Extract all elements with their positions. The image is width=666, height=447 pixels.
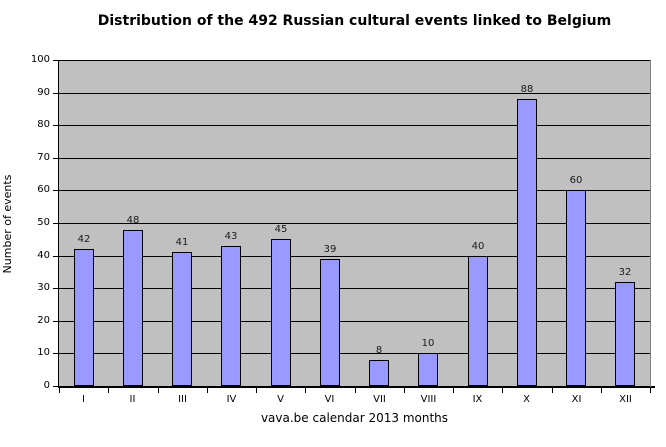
x-tick-mark: [207, 388, 208, 393]
y-tick-label: 20: [37, 315, 50, 326]
bar-II: [123, 230, 143, 386]
y-tick-mark: [53, 125, 58, 126]
x-tick-mark: [404, 388, 405, 393]
plot-area: 42 48 41 43 45 39 8 10 40 88 60 32: [59, 60, 650, 386]
y-tick-label: 100: [30, 54, 50, 65]
bar-value-label: 40: [471, 241, 485, 252]
y-tick-label: 50: [37, 217, 50, 228]
y-tick-label: 90: [37, 87, 50, 98]
bar-X: [517, 99, 537, 386]
bar-value-label: 45: [274, 224, 288, 235]
x-tick-mark: [650, 388, 651, 393]
x-tick-mark: [158, 388, 159, 393]
x-tick-label: XI: [571, 394, 582, 405]
x-tick-label: I: [82, 394, 85, 405]
bar-value-label: 48: [126, 215, 140, 226]
bar-I: [74, 249, 94, 386]
y-tick-mark: [53, 60, 58, 61]
y-tick-label: 70: [37, 152, 50, 163]
x-tick-mark: [305, 388, 306, 393]
x-tick-label: IX: [472, 394, 483, 405]
y-tick-label: 30: [37, 282, 50, 293]
gridline: [59, 288, 650, 289]
y-axis-line: [58, 60, 59, 388]
y-tick-mark: [53, 158, 58, 159]
x-tick-mark: [355, 388, 356, 393]
y-tick-mark: [53, 256, 58, 257]
x-tick-mark: [601, 388, 602, 393]
x-axis-title: vava.be calendar 2013 months: [260, 411, 449, 425]
y-tick-label: 10: [37, 347, 50, 358]
bar-value-label: 43: [224, 231, 238, 242]
bar-IX: [468, 256, 488, 386]
bar-VII: [369, 360, 389, 386]
bar-XII: [615, 282, 635, 386]
plot-right-border: [650, 60, 651, 387]
bar-value-label: 39: [323, 244, 337, 255]
gridline: [59, 125, 650, 126]
gridline: [59, 321, 650, 322]
y-tick-mark: [53, 190, 58, 191]
x-tick-mark: [256, 388, 257, 393]
bar-IV: [221, 246, 241, 386]
x-tick-label: III: [178, 394, 187, 405]
x-tick-label: XII: [619, 394, 632, 405]
gridline: [59, 60, 650, 61]
bar-value-label: 60: [569, 175, 583, 186]
x-tick-label: II: [129, 394, 136, 405]
bar-XI: [566, 190, 586, 386]
x-axis-line: [58, 386, 655, 388]
bar-value-label: 41: [175, 237, 189, 248]
chart-title: Distribution of the 492 Russian cultural…: [97, 13, 612, 29]
x-tick-label: V: [277, 394, 284, 405]
x-tick-label: VII: [373, 394, 386, 405]
bar-value-label: 8: [375, 345, 383, 356]
x-tick-mark: [59, 388, 60, 393]
y-tick-label: 40: [37, 250, 50, 261]
gridline: [59, 190, 650, 191]
y-tick-mark: [53, 223, 58, 224]
y-tick-label: 80: [37, 119, 50, 130]
x-tick-label: X: [523, 394, 530, 405]
y-tick-mark: [53, 321, 58, 322]
x-tick-label: IV: [226, 394, 237, 405]
x-tick-label: VIII: [420, 394, 437, 405]
bar-value-label: 10: [421, 338, 435, 349]
x-tick-label: VI: [324, 394, 335, 405]
bar-III: [172, 252, 192, 386]
y-tick-label: 0: [43, 380, 50, 391]
x-tick-mark: [552, 388, 553, 393]
y-tick-mark: [53, 288, 58, 289]
gridline: [59, 256, 650, 257]
bar-value-label: 42: [77, 234, 91, 245]
x-tick-mark: [502, 388, 503, 393]
bar-VI: [320, 259, 340, 386]
y-tick-mark: [53, 353, 58, 354]
bar-V: [271, 239, 291, 386]
gridline: [59, 158, 650, 159]
bar-value-label: 88: [520, 84, 534, 95]
bar-VIII: [418, 353, 438, 386]
y-tick-mark: [53, 386, 58, 387]
x-tick-mark: [108, 388, 109, 393]
y-tick-mark: [53, 93, 58, 94]
gridline: [59, 223, 650, 224]
gridline: [59, 353, 650, 354]
gridline: [59, 93, 650, 94]
x-tick-mark: [453, 388, 454, 393]
bar-value-label: 32: [618, 267, 632, 278]
y-tick-label: 60: [37, 184, 50, 195]
